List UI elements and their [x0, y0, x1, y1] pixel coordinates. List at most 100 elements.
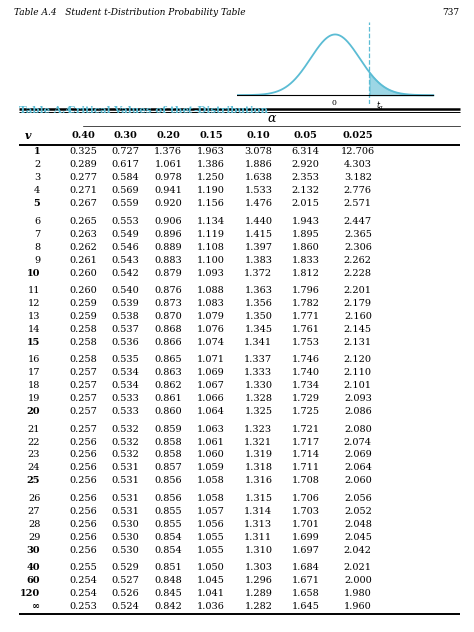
- Text: 1.337: 1.337: [244, 355, 273, 364]
- Text: 0.256: 0.256: [69, 463, 97, 473]
- Text: 1.190: 1.190: [197, 186, 225, 195]
- Text: 0.889: 0.889: [155, 243, 182, 252]
- Text: 1.064: 1.064: [197, 407, 225, 416]
- Text: 0.851: 0.851: [155, 563, 182, 572]
- Text: 5: 5: [34, 199, 40, 209]
- Text: 0.255: 0.255: [69, 563, 97, 572]
- Text: 1.282: 1.282: [244, 602, 273, 611]
- Text: 0.534: 0.534: [112, 381, 139, 390]
- Text: 0.531: 0.531: [112, 507, 139, 516]
- Text: 1.812: 1.812: [292, 269, 320, 277]
- Text: t: t: [187, 106, 192, 115]
- Text: 0.858: 0.858: [155, 437, 182, 447]
- Text: 1.397: 1.397: [244, 243, 273, 252]
- Text: 0.258: 0.258: [69, 355, 97, 364]
- Text: 0.530: 0.530: [112, 533, 139, 542]
- Text: 1.061: 1.061: [197, 437, 225, 447]
- Text: $t_\alpha$: $t_\alpha$: [376, 99, 385, 112]
- Text: 0.526: 0.526: [112, 589, 139, 598]
- Text: 1.058: 1.058: [197, 477, 225, 485]
- Text: 14: 14: [28, 325, 40, 334]
- Text: 1.699: 1.699: [292, 533, 319, 542]
- Text: 2.920: 2.920: [292, 161, 319, 169]
- Text: 1.061: 1.061: [155, 161, 182, 169]
- Text: 1.250: 1.250: [197, 173, 225, 182]
- Text: 1.067: 1.067: [197, 381, 225, 390]
- Text: 11: 11: [28, 286, 40, 295]
- Text: 0.543: 0.543: [112, 255, 139, 265]
- Text: 0.524: 0.524: [112, 602, 139, 611]
- Text: 1.714: 1.714: [292, 451, 320, 459]
- Text: α: α: [267, 112, 275, 125]
- Text: 0.289: 0.289: [69, 161, 97, 169]
- Text: 1.684: 1.684: [292, 563, 319, 572]
- Text: 1.886: 1.886: [245, 161, 272, 169]
- Text: 0.941: 0.941: [155, 186, 182, 195]
- Text: 23: 23: [28, 451, 40, 459]
- Text: 2.048: 2.048: [344, 520, 372, 529]
- Text: 0.870: 0.870: [155, 312, 182, 321]
- Text: 2.306: 2.306: [344, 243, 372, 252]
- Text: 1.753: 1.753: [292, 338, 320, 347]
- Text: 2.110: 2.110: [344, 368, 372, 377]
- Text: 1.638: 1.638: [245, 173, 272, 182]
- Text: 0.873: 0.873: [155, 299, 182, 308]
- Text: 0.20: 0.20: [156, 131, 180, 140]
- Text: 2.074: 2.074: [344, 437, 372, 447]
- Text: 0.265: 0.265: [69, 217, 97, 226]
- Text: 1.088: 1.088: [197, 286, 225, 295]
- Text: 1.076: 1.076: [197, 325, 225, 334]
- Text: 19: 19: [28, 394, 40, 403]
- Text: 2.228: 2.228: [344, 269, 372, 277]
- Text: 0.906: 0.906: [155, 217, 182, 226]
- Text: 1.703: 1.703: [292, 507, 320, 516]
- Text: 0.862: 0.862: [155, 381, 182, 390]
- Text: 0.30: 0.30: [114, 131, 137, 140]
- Text: 2.179: 2.179: [344, 299, 372, 308]
- Text: 26: 26: [28, 494, 40, 503]
- Text: 1.376: 1.376: [154, 147, 182, 156]
- Text: 0.535: 0.535: [112, 355, 139, 364]
- Text: 0.538: 0.538: [112, 312, 139, 321]
- Text: 2.021: 2.021: [344, 563, 372, 572]
- Text: 0.868: 0.868: [155, 325, 182, 334]
- Text: 1.314: 1.314: [244, 507, 273, 516]
- Text: 0.254: 0.254: [69, 576, 97, 585]
- Text: 1.059: 1.059: [197, 463, 225, 473]
- Text: 1.063: 1.063: [197, 425, 225, 434]
- Text: 8: 8: [34, 243, 40, 252]
- Text: 0.861: 0.861: [155, 394, 182, 403]
- Text: 0.854: 0.854: [155, 545, 182, 555]
- Text: 1.055: 1.055: [197, 533, 225, 542]
- Text: 0.857: 0.857: [155, 463, 182, 473]
- Text: 0.40: 0.40: [71, 131, 95, 140]
- Text: Table A.4: Table A.4: [19, 106, 73, 115]
- Text: 0.025: 0.025: [343, 131, 373, 140]
- Text: ∞: ∞: [32, 602, 40, 611]
- Text: 1.321: 1.321: [244, 437, 273, 447]
- Text: 2.447: 2.447: [344, 217, 372, 226]
- Text: 2.776: 2.776: [344, 186, 372, 195]
- Text: 0.253: 0.253: [69, 602, 97, 611]
- Text: 2.353: 2.353: [292, 173, 320, 182]
- Text: 1.717: 1.717: [292, 437, 320, 447]
- Text: 2.571: 2.571: [344, 199, 372, 209]
- Text: 0.256: 0.256: [69, 477, 97, 485]
- Text: 1.341: 1.341: [244, 338, 273, 347]
- Text: 0.256: 0.256: [69, 494, 97, 503]
- Text: 1.318: 1.318: [244, 463, 273, 473]
- Text: 0.263: 0.263: [69, 229, 97, 239]
- Text: Critical Values of the: Critical Values of the: [64, 106, 192, 115]
- Text: 0.553: 0.553: [112, 217, 139, 226]
- Text: 1.323: 1.323: [244, 425, 273, 434]
- Text: 1.386: 1.386: [197, 161, 225, 169]
- Text: 0.531: 0.531: [112, 494, 139, 503]
- Text: 0.10: 0.10: [246, 131, 270, 140]
- Text: 0.536: 0.536: [112, 338, 139, 347]
- Text: 120: 120: [20, 589, 40, 598]
- Text: 0.260: 0.260: [69, 269, 97, 277]
- Text: 0.267: 0.267: [69, 199, 97, 209]
- Text: 1.671: 1.671: [292, 576, 320, 585]
- Text: 0.848: 0.848: [155, 576, 182, 585]
- Text: 0.855: 0.855: [155, 520, 182, 529]
